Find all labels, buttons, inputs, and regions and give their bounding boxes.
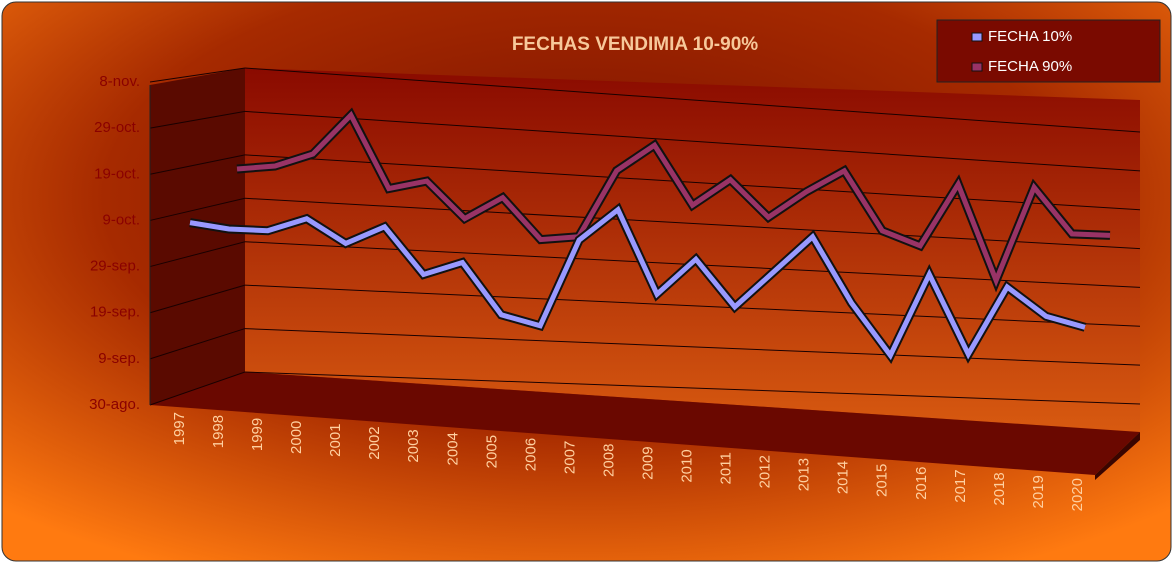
grid-line (149, 110, 246, 129)
x-tick-label: 2005 (483, 435, 500, 468)
y-tick-label: 8-nov. (99, 73, 140, 90)
floor-edge (1095, 432, 1140, 480)
y-tick-label: 19-sep. (90, 304, 140, 321)
legend-box (936, 19, 1161, 83)
x-tick-label: 2020 (1069, 478, 1086, 511)
chart-title: FECHAS VENDIMIA 10-90% (512, 34, 758, 55)
x-tick-label: 2012 (757, 455, 774, 488)
x-tick-label: 2019 (1030, 475, 1047, 508)
y-tick-label: 30-ago. (89, 396, 140, 413)
x-tick-label: 2007 (561, 441, 578, 474)
grid-line (149, 328, 246, 360)
grid-line (149, 241, 246, 268)
legend-swatch (971, 62, 983, 72)
x-tick-label: 2018 (991, 472, 1008, 505)
x-tick-label: 2017 (952, 469, 969, 502)
y-tick-label: 29-sep. (90, 258, 140, 275)
legend-swatch (971, 32, 983, 42)
y-tick-label: 29-oct. (94, 119, 140, 136)
x-tick-label: 2010 (679, 449, 696, 482)
x-tick-label: 1998 (210, 415, 227, 448)
x-tick-label: 1997 (171, 412, 188, 445)
x-tick-label: 2009 (639, 446, 656, 479)
x-tick-label: 2011 (718, 452, 735, 484)
side-wall (150, 68, 245, 405)
grid-line (244, 197, 1141, 250)
y-tick-label: 9-oct. (102, 211, 140, 228)
floor (150, 372, 1140, 475)
x-tick-label: 2015 (874, 464, 891, 497)
grid-line (244, 67, 1141, 133)
grid-line (244, 328, 1141, 366)
x-tick-label: 2013 (796, 458, 813, 491)
grid-line (244, 110, 1141, 172)
grid-line (149, 67, 246, 83)
back-wall (245, 68, 1140, 432)
series-line (236, 110, 1111, 288)
y-tick-label: 19-oct. (94, 165, 140, 182)
x-tick-label: 2014 (835, 461, 852, 494)
x-tick-label: 1999 (249, 418, 266, 451)
x-tick-label: 2003 (405, 429, 422, 462)
grid-line (244, 154, 1141, 211)
x-tick-label: 2002 (366, 426, 383, 459)
grid-line (149, 371, 246, 406)
grid-line (244, 371, 1141, 405)
series-line (189, 205, 1086, 361)
x-tick-label: 2001 (327, 423, 344, 456)
legend-label: FECHA 90% (988, 58, 1072, 75)
legend: FECHA 10% FECHA 90% (936, 19, 1161, 83)
grid-line (149, 154, 246, 175)
x-tick-label: 2004 (444, 432, 461, 465)
x-tick-label: 2000 (288, 421, 305, 454)
grid-line (149, 284, 246, 314)
x-tick-label: 2008 (600, 444, 617, 477)
y-tick-label: 9-sep. (98, 350, 140, 367)
legend-label: FECHA 10% (988, 28, 1072, 45)
grid-line (149, 197, 246, 221)
x-tick-label: 2016 (913, 467, 930, 500)
x-tick-label: 2006 (522, 438, 539, 471)
